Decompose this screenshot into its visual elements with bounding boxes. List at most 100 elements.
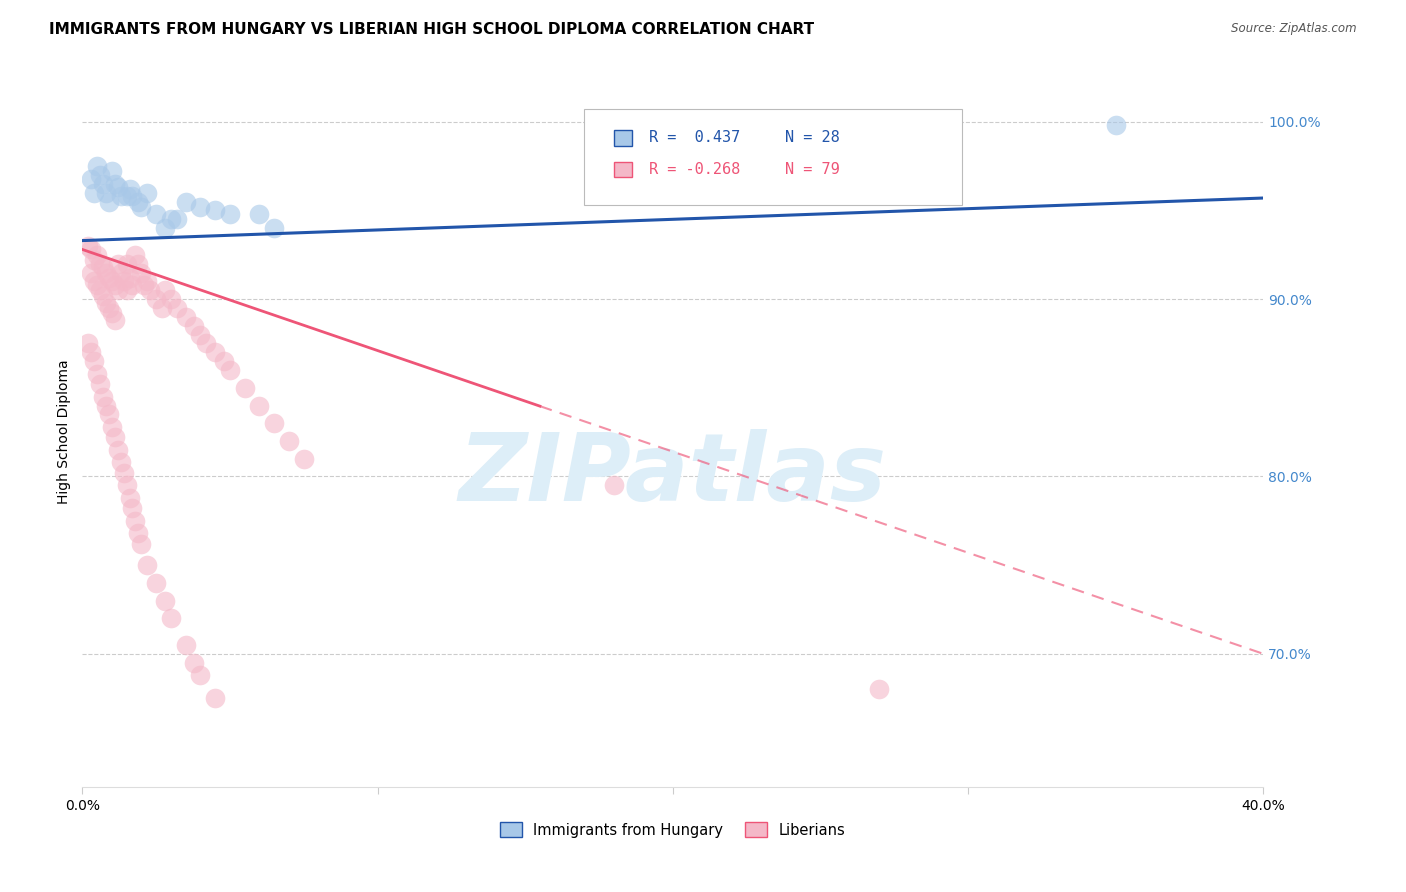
Point	[80, 171, 103, 186]
Point	[97, 194, 120, 209]
Point	[139, 283, 162, 297]
Point	[204, 203, 226, 218]
Point	[86, 159, 108, 173]
Point	[112, 466, 135, 480]
Point	[136, 274, 159, 288]
Point	[104, 313, 127, 327]
Point	[80, 243, 103, 257]
Text: R = -0.268: R = -0.268	[650, 162, 741, 178]
Point	[121, 189, 143, 203]
Point	[118, 491, 141, 505]
Point	[94, 266, 117, 280]
Point	[127, 257, 149, 271]
Point	[86, 248, 108, 262]
FancyBboxPatch shape	[613, 161, 631, 178]
Point	[110, 455, 132, 469]
Point	[107, 257, 129, 271]
Point	[97, 270, 120, 285]
Point	[219, 207, 242, 221]
Point	[115, 189, 138, 203]
Point	[153, 283, 176, 297]
Point	[263, 416, 285, 430]
Point	[145, 207, 167, 221]
Point	[118, 182, 141, 196]
Point	[97, 301, 120, 315]
Point	[263, 221, 285, 235]
Point	[136, 558, 159, 573]
Point	[94, 186, 117, 200]
Point	[249, 399, 271, 413]
Text: Source: ZipAtlas.com: Source: ZipAtlas.com	[1232, 22, 1357, 36]
Point	[233, 381, 256, 395]
Point	[134, 277, 156, 292]
Point	[115, 478, 138, 492]
Point	[91, 288, 114, 302]
Point	[115, 283, 138, 297]
Point	[153, 593, 176, 607]
Point	[107, 283, 129, 297]
Point	[80, 266, 103, 280]
Point	[118, 270, 141, 285]
Point	[190, 200, 212, 214]
Legend: Immigrants from Hungary, Liberians: Immigrants from Hungary, Liberians	[494, 816, 852, 843]
Point	[1104, 118, 1126, 132]
Point	[121, 277, 143, 292]
Point	[190, 327, 212, 342]
Point	[83, 354, 105, 368]
Point	[94, 295, 117, 310]
Text: N = 28: N = 28	[785, 130, 839, 145]
Point	[104, 177, 127, 191]
Point	[124, 248, 146, 262]
Point	[77, 239, 100, 253]
Point	[131, 200, 153, 214]
Point	[83, 186, 105, 200]
Point	[278, 434, 301, 448]
Point	[101, 419, 124, 434]
Point	[292, 451, 315, 466]
Point	[115, 257, 138, 271]
Point	[868, 682, 890, 697]
Text: IMMIGRANTS FROM HUNGARY VS LIBERIAN HIGH SCHOOL DIPLOMA CORRELATION CHART: IMMIGRANTS FROM HUNGARY VS LIBERIAN HIGH…	[49, 22, 814, 37]
Point	[153, 221, 176, 235]
Text: R =  0.437: R = 0.437	[650, 130, 741, 145]
Point	[145, 292, 167, 306]
Point	[166, 301, 188, 315]
Point	[174, 310, 197, 324]
Point	[183, 318, 205, 333]
Point	[89, 377, 111, 392]
Point	[97, 408, 120, 422]
Point	[190, 668, 212, 682]
Point	[136, 186, 159, 200]
Point	[160, 611, 183, 625]
Point	[145, 575, 167, 590]
Point	[107, 442, 129, 457]
FancyBboxPatch shape	[613, 130, 631, 145]
Point	[86, 367, 108, 381]
Point	[89, 257, 111, 271]
Point	[104, 277, 127, 292]
Point	[249, 207, 271, 221]
Point	[89, 168, 111, 182]
Point	[219, 363, 242, 377]
Point	[101, 306, 124, 320]
Point	[121, 501, 143, 516]
Point	[174, 638, 197, 652]
Point	[124, 514, 146, 528]
Point	[83, 253, 105, 268]
FancyBboxPatch shape	[583, 110, 962, 205]
Point	[89, 283, 111, 297]
Point	[131, 266, 153, 280]
Point	[77, 336, 100, 351]
Point	[127, 194, 149, 209]
Point	[195, 336, 218, 351]
Point	[80, 345, 103, 359]
Point	[150, 301, 173, 315]
Point	[91, 260, 114, 275]
Point	[104, 430, 127, 444]
Point	[174, 194, 197, 209]
Point	[107, 180, 129, 194]
Point	[212, 354, 235, 368]
Point	[101, 164, 124, 178]
Point	[110, 189, 132, 203]
Point	[112, 274, 135, 288]
